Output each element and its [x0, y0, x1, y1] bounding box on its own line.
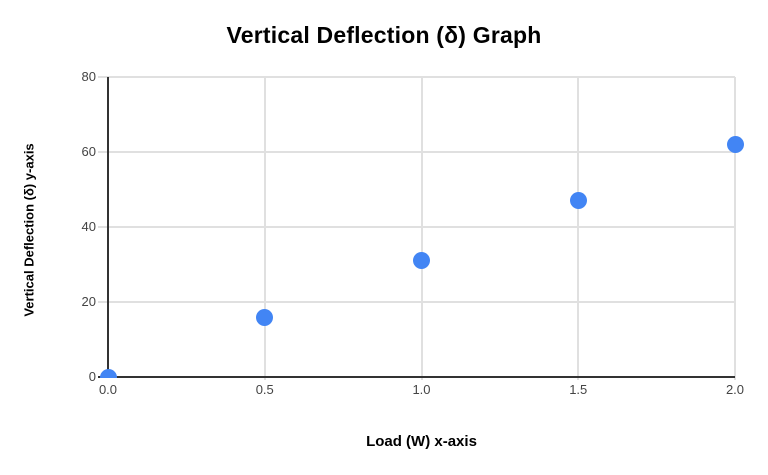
- x-tick-label: 1.0: [412, 382, 431, 397]
- x-tick-label: 0.0: [98, 382, 118, 397]
- y-gridline: [98, 76, 735, 78]
- y-tick-label: 60: [81, 144, 96, 159]
- x-axis-baseline: [98, 376, 735, 378]
- x-gridline: [577, 77, 580, 380]
- x-gridline: [420, 77, 423, 380]
- data-point: [726, 136, 744, 153]
- y-axis-title: Vertical Deflection (δ) y-axis: [21, 143, 37, 317]
- y-axis-line: [107, 77, 109, 377]
- y-tick-label: 80: [81, 69, 96, 84]
- x-tick-label: 2.0: [725, 382, 745, 397]
- chart-title: Vertical Deflection (δ) Graph: [226, 22, 542, 48]
- y-tick-label: 20: [81, 294, 96, 309]
- data-point: [256, 308, 274, 326]
- y-gridline: [98, 301, 735, 303]
- data-point: [413, 252, 430, 270]
- y-gridline: [98, 226, 735, 228]
- plot-area: 0 20 40 60 80 0.0 0.5 1.0 1.5 2.0: [82, 69, 745, 397]
- data-point: [99, 368, 117, 378]
- y-tick-label: 40: [81, 219, 96, 234]
- points-layer: [88, 77, 755, 378]
- x-gridline: [263, 77, 266, 380]
- x-tick-label: 0.5: [255, 382, 274, 397]
- x-gridline: [734, 77, 736, 380]
- y-gridline: [98, 151, 735, 153]
- x-axis-title: Load (W) x-axis: [366, 433, 477, 450]
- y-tick-label: 0: [88, 369, 96, 384]
- x-tick-label: 1.5: [569, 382, 588, 397]
- data-point: [569, 192, 587, 210]
